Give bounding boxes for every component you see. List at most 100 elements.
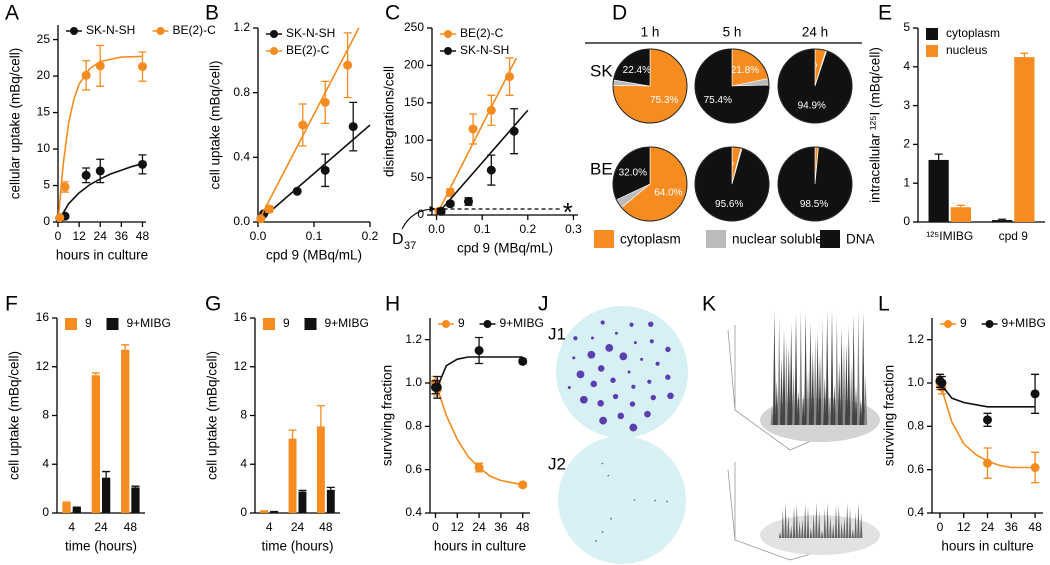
bar (316, 426, 325, 513)
y-axis-label: cellular uptake (mBq/cell) (8, 48, 23, 200)
colony (619, 352, 628, 361)
legend-label: nuclear soluble (732, 232, 823, 247)
legend-marker (820, 230, 840, 248)
data-point (81, 170, 91, 180)
legend-label: BE(2)-C (173, 23, 217, 37)
surface-spike (796, 390, 800, 425)
data-point (95, 166, 105, 176)
surface-spike (775, 380, 779, 425)
column-label: 1 h (641, 25, 660, 40)
bar (260, 511, 269, 513)
data-point (445, 199, 455, 209)
bar (72, 507, 81, 513)
y-axis-label: cell uptake (mBq/cell) (7, 351, 22, 480)
colony (665, 346, 671, 353)
x-tick-label: 36 (1005, 520, 1019, 534)
data-point (81, 70, 91, 80)
y-tick-label: 0.8 (907, 419, 924, 433)
x-tick-label: 0.1 (474, 222, 491, 236)
surface-spike (808, 321, 812, 425)
legend-marker (985, 320, 994, 328)
x-tick-label: 0.2 (362, 229, 379, 243)
x-tick-label: 48 (1028, 520, 1042, 534)
surface-spike (784, 338, 788, 425)
error-bar (934, 153, 943, 160)
y-axis-label: surviving fraction (380, 365, 395, 466)
pie-label: 94.9% (798, 101, 826, 112)
y-tick-label: 16 (234, 310, 248, 324)
surface-spike (799, 310, 803, 425)
data-point (256, 214, 266, 224)
surface-spike (780, 358, 784, 425)
x-tick-label: 48 (136, 229, 150, 243)
surface-spike (792, 505, 796, 538)
error-bar (316, 405, 325, 427)
x-tick-label: 24 (472, 520, 486, 534)
data-point (486, 105, 496, 115)
pie-label: 75.3% (650, 95, 678, 106)
x-tick-label: 0.0 (428, 222, 445, 236)
surface-spike (789, 323, 793, 425)
surface-spike (816, 331, 820, 425)
image-label: J1 (548, 324, 566, 343)
data-point (436, 206, 446, 216)
panel-letter: H (385, 293, 400, 316)
y-tick-label: 0.8 (233, 85, 250, 99)
legend-marker (944, 320, 952, 328)
x-axis-label: hours in culture (941, 539, 1033, 554)
surface-spike (859, 398, 863, 425)
colony (573, 336, 578, 341)
panel-letter: E (878, 2, 892, 25)
panel-k-images (727, 325, 880, 561)
y-tick-label: 0.0 (233, 214, 250, 228)
x-tick-label: 48 (319, 520, 333, 534)
surface-spike (828, 401, 832, 425)
surface-spike (795, 503, 798, 538)
data-point (518, 356, 528, 366)
x-axis-label: cpd 9 (MBq/mL) (266, 248, 362, 263)
surface-spike (846, 502, 849, 538)
x-axis-label: hours in culture (56, 248, 148, 263)
y-tick-label: 2 (903, 137, 910, 151)
error-bar (62, 501, 71, 503)
surface-spike (798, 520, 801, 538)
well-j1 (556, 306, 688, 438)
colony (601, 462, 604, 465)
arrow-head (429, 206, 436, 213)
colony (605, 344, 614, 352)
legend-marker (106, 318, 119, 330)
y-axis-label: intracellular ¹²⁵I (mBq/cell) (868, 47, 883, 203)
panel-letter: K (702, 293, 716, 316)
surface-spike (794, 313, 798, 425)
bar (62, 502, 71, 513)
legend-marker (270, 47, 278, 55)
data-point (264, 204, 274, 214)
x-axis-label: time (hours) (65, 539, 137, 554)
x-tick-label: 12 (451, 520, 465, 534)
error-bar (288, 429, 297, 439)
legend-marker (65, 318, 77, 330)
y-tick-label: 16 (36, 310, 50, 324)
colony (629, 322, 634, 327)
y-axis-label: surviving fraction (882, 365, 897, 466)
surface-spike (781, 509, 784, 538)
surface-spike (826, 502, 829, 538)
x-tick-label: 24 (291, 520, 305, 534)
legend-label: BE(2)-C (286, 43, 330, 57)
panel-letter: L (878, 293, 890, 316)
x-axis-label: hours in culture (434, 539, 526, 554)
colony (640, 357, 644, 361)
data-point (518, 480, 528, 490)
panel-letter: D (612, 2, 627, 25)
column-label: 5 h (723, 25, 742, 40)
panel-letter: J (538, 293, 549, 316)
surface-spike (770, 405, 774, 425)
surface-spike (804, 503, 807, 538)
surface-spike (825, 311, 829, 425)
bar (326, 489, 335, 513)
colony (631, 384, 636, 389)
colony (595, 540, 598, 542)
y-tick-label: 0.4 (907, 505, 924, 519)
surface-spike (854, 387, 858, 425)
reference-marker: * (563, 197, 573, 227)
